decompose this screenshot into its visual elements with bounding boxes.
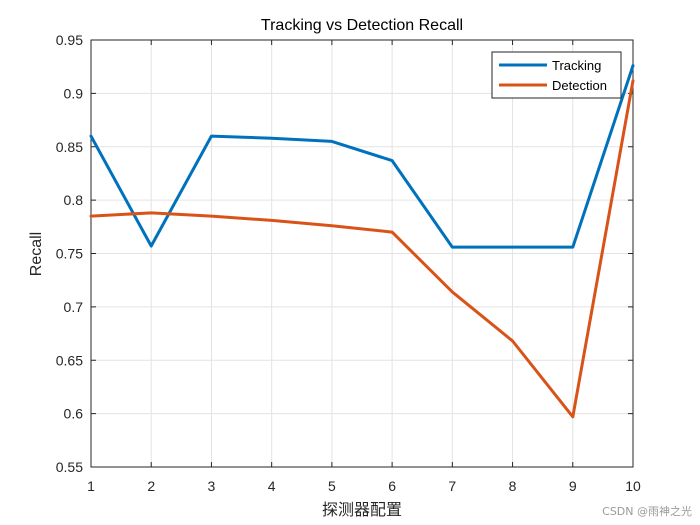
legend-label-detection: Detection <box>552 78 607 93</box>
x-tick-label: 10 <box>625 478 641 494</box>
x-tick-label: 3 <box>208 478 216 494</box>
x-tick-label: 6 <box>388 478 396 494</box>
y-tick-label: 0.55 <box>56 459 83 475</box>
x-tick-label: 9 <box>569 478 577 494</box>
y-tick-label: 0.75 <box>56 246 83 262</box>
x-tick-label: 2 <box>147 478 155 494</box>
y-tick-label: 0.7 <box>64 299 84 315</box>
x-tick-label: 8 <box>509 478 517 494</box>
x-tick-label: 5 <box>328 478 336 494</box>
x-axis: 1 2 3 4 5 6 7 8 9 10 <box>87 40 641 494</box>
x-tick-label: 1 <box>87 478 95 494</box>
legend-box <box>491 51 622 99</box>
grid <box>90 39 634 468</box>
y-tick-label: 0.6 <box>64 406 84 422</box>
x-tick-label: 7 <box>448 478 456 494</box>
legend-label-tracking: Tracking <box>552 58 601 73</box>
y-tick-label: 0.9 <box>64 85 84 101</box>
y-tick-label: 0.65 <box>56 352 83 368</box>
series-lines <box>89 64 635 419</box>
y-tick-label: 0.8 <box>64 192 84 208</box>
watermark: CSDN @雨神之光 <box>602 505 692 518</box>
x-tick-label: 4 <box>268 478 276 494</box>
y-axis-title: Recall <box>28 232 45 276</box>
y-tick-label: 0.95 <box>56 32 83 48</box>
y-tick-label: 0.85 <box>56 139 83 155</box>
y-axis: 0.55 0.6 0.65 0.7 0.75 0.8 0.85 0.9 0.95 <box>56 32 633 475</box>
series-line-tracking <box>89 64 635 249</box>
chart-title: Tracking vs Detection Recall <box>261 17 463 34</box>
legend: Tracking Detection <box>491 51 622 99</box>
x-axis-title: 探测器配置 <box>322 501 402 519</box>
series-line-detection <box>89 79 635 419</box>
